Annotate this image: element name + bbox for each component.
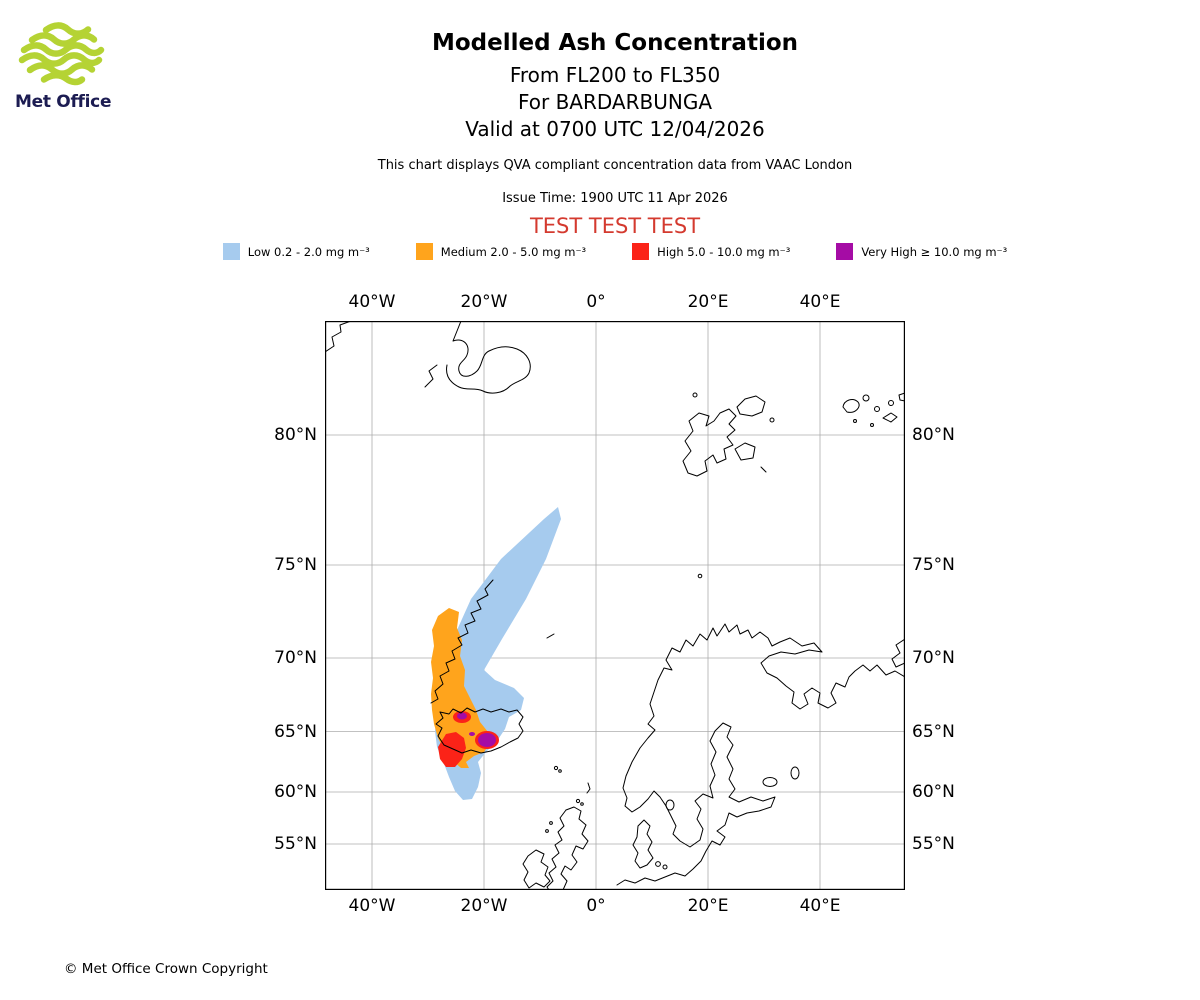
legend-swatch-medium-icon: [415, 243, 433, 260]
issue-time: Issue Time: 1900 UTC 11 Apr 2026: [502, 191, 728, 206]
page-title: Modelled Ash Concentration: [431, 30, 799, 56]
coastlines: [324, 320, 906, 891]
y-tick-right-75n: 75°N: [912, 555, 955, 575]
coast-ne-greenland-2: [424, 364, 438, 388]
x-tick-top-20e: 20°E: [687, 292, 729, 312]
ash-plume-very-high: [457, 712, 496, 747]
coast-orkney: [575, 798, 581, 804]
y-tick-left-75n: 75°N: [274, 555, 317, 575]
y-tick-left-80n: 80°N: [274, 425, 317, 445]
legend-swatch-high-icon: [632, 243, 650, 260]
x-tick-bottom-40w: 40°W: [348, 896, 396, 916]
coast-ne-greenland: [446, 320, 531, 394]
coast-novaya-zemlya: [891, 638, 906, 668]
coast-edgeoya: [734, 442, 756, 461]
y-tick-right-70n: 70°N: [912, 648, 955, 668]
subtitle-flight-levels: From FL200 to FL350: [509, 63, 721, 87]
y-tick-right-60n: 60°N: [912, 782, 955, 802]
coast-greenland-east: [430, 579, 494, 704]
map-svg: [324, 320, 906, 891]
coast-hebrides: [549, 821, 553, 825]
subtitle-valid-time: Valid at 0700 UTC 12/04/2026: [465, 117, 765, 141]
legend-item-medium: Medium 2.0 - 5.0 mg m⁻³: [415, 243, 587, 260]
legend-swatch-very-high-icon: [836, 243, 854, 260]
coast-iceland: [435, 707, 524, 754]
x-tick-top-40e: 40°E: [799, 292, 841, 312]
lake-ladoga: [762, 777, 778, 787]
x-tick-bottom-20w: 20°W: [460, 896, 508, 916]
qva-note: This chart displays QVA compliant concen…: [377, 158, 853, 173]
legend-swatch-low-icon: [222, 243, 240, 260]
coast-fjl-2: [882, 412, 898, 423]
coast-scotland-east: [560, 806, 589, 891]
legend: Low 0.2 - 2.0 mg m⁻³ Medium 2.0 - 5.0 mg…: [30, 243, 1200, 260]
lake-vanern: [665, 799, 675, 811]
x-tick-top-20w: 20°W: [460, 292, 508, 312]
legend-item-very-high: Very High ≥ 10.0 mg m⁻³: [836, 243, 1007, 260]
lake-onega: [790, 766, 800, 780]
y-tick-left-60n: 60°N: [274, 782, 317, 802]
y-tick-left-65n: 65°N: [274, 722, 317, 742]
coast-spitsbergen: [682, 408, 737, 477]
x-tick-bottom-0: 0°: [586, 896, 606, 916]
coast-ireland: [522, 849, 551, 889]
copyright-notice: © Met Office Crown Copyright: [64, 961, 268, 977]
ash-plume-medium: [431, 608, 491, 768]
logo-wordmark: Met Office: [15, 92, 112, 112]
x-tick-bottom-20e: 20°E: [687, 896, 729, 916]
test-banner: TEST TEST TEST: [529, 214, 701, 238]
y-tick-right-65n: 65°N: [912, 722, 955, 742]
legend-label-very-high: Very High ≥ 10.0 mg m⁻³: [861, 244, 1008, 259]
x-tick-top-40w: 40°W: [348, 292, 396, 312]
legend-item-high: High 5.0 - 10.0 mg m⁻³: [632, 243, 790, 260]
legend-label-high: High 5.0 - 10.0 mg m⁻³: [657, 244, 791, 259]
map-frame: [325, 321, 905, 890]
x-tick-top-0: 0°: [586, 292, 606, 312]
legend-item-low: Low 0.2 - 2.0 mg m⁻³: [222, 243, 370, 260]
page-subtitles: From FL200 to FL350 For BARDARBUNGA Vali…: [30, 62, 1200, 143]
coast-hopen: [760, 466, 767, 473]
graticule: [325, 321, 905, 890]
legend-label-low: Low 0.2 - 2.0 mg m⁻³: [247, 244, 370, 259]
met-office-waves-icon: [18, 22, 105, 86]
map-panel: [324, 320, 906, 891]
coast-faroes: [553, 765, 559, 771]
coast-greenland-corner: [324, 320, 352, 353]
met-office-logo: Met Office: [15, 22, 135, 112]
coast-denmark: [632, 819, 654, 869]
coast-bear-island: [697, 573, 703, 579]
y-tick-right-55n: 55°N: [912, 834, 955, 854]
coast-fennoscandia: [616, 623, 906, 886]
y-tick-left-70n: 70°N: [274, 648, 317, 668]
legend-label-medium: Medium 2.0 - 5.0 mg m⁻³: [440, 244, 587, 259]
coast-jan-mayen: [546, 633, 555, 639]
coast-shetland: [586, 782, 591, 794]
coast-nordaustlandet: [736, 395, 766, 417]
y-tick-left-55n: 55°N: [274, 834, 317, 854]
subtitle-volcano: For BARDARBUNGA: [517, 90, 713, 114]
coast-scotland-west: [546, 809, 567, 891]
x-tick-bottom-40e: 40°E: [799, 896, 841, 916]
coast-fjl-1: [842, 399, 860, 413]
y-tick-right-80n: 80°N: [912, 425, 955, 445]
